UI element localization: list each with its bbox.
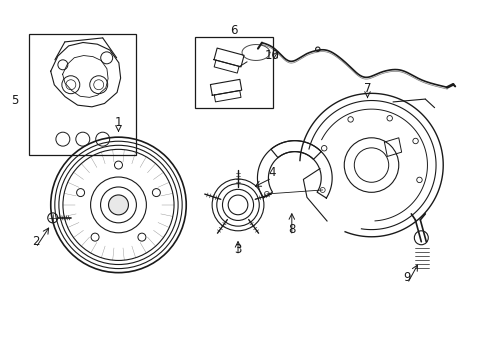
Circle shape	[108, 195, 128, 215]
Text: 3: 3	[234, 243, 241, 256]
Text: 8: 8	[287, 223, 295, 236]
Text: 2: 2	[32, 235, 40, 248]
Bar	[29, 33, 136, 155]
Text: 10: 10	[264, 49, 279, 62]
Text: 5: 5	[11, 94, 19, 107]
Text: 6: 6	[230, 24, 237, 37]
Text: 9: 9	[403, 271, 410, 284]
Text: 4: 4	[267, 166, 275, 179]
Bar	[195, 37, 272, 108]
Text: 7: 7	[363, 82, 370, 95]
Text: 1: 1	[115, 116, 122, 129]
